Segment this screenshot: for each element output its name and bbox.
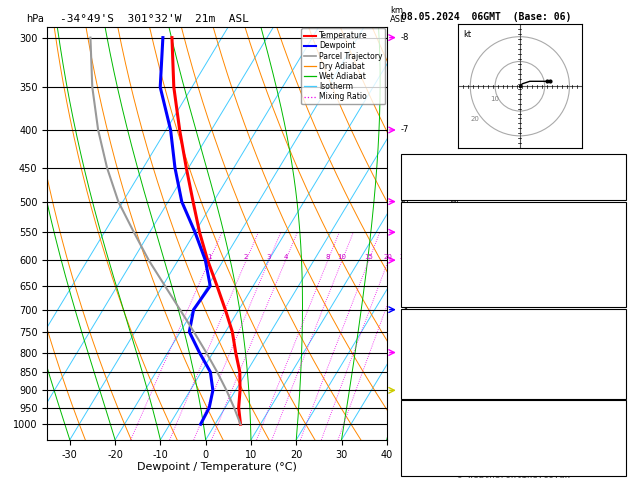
Text: -3.2: -3.2 bbox=[599, 233, 623, 243]
Text: Lifted Index: Lifted Index bbox=[406, 262, 477, 272]
Text: 0: 0 bbox=[617, 291, 623, 301]
Text: 20: 20 bbox=[384, 254, 393, 260]
Text: 2: 2 bbox=[244, 254, 248, 260]
Text: -4: -4 bbox=[401, 256, 409, 265]
Text: 0: 0 bbox=[617, 277, 623, 287]
Text: 20: 20 bbox=[471, 116, 480, 122]
Text: StmSpd (kt): StmSpd (kt) bbox=[406, 460, 471, 470]
Text: 0.4: 0.4 bbox=[605, 185, 623, 195]
Text: 0: 0 bbox=[617, 383, 623, 393]
Text: 5.6: 5.6 bbox=[605, 218, 623, 228]
Text: 27: 27 bbox=[611, 460, 623, 470]
Text: PW (cm): PW (cm) bbox=[406, 185, 447, 195]
Text: 15: 15 bbox=[364, 254, 373, 260]
Text: StmDir: StmDir bbox=[406, 446, 442, 456]
Text: CIN (J): CIN (J) bbox=[406, 291, 447, 301]
Legend: Temperature, Dewpoint, Parcel Trajectory, Dry Adiabat, Wet Adiabat, Isotherm, Mi: Temperature, Dewpoint, Parcel Trajectory… bbox=[301, 28, 386, 104]
Text: 10: 10 bbox=[338, 254, 347, 260]
Text: Dewp (°C): Dewp (°C) bbox=[406, 233, 459, 243]
Text: Temp (°C): Temp (°C) bbox=[406, 218, 459, 228]
Text: 25: 25 bbox=[611, 262, 623, 272]
Text: 84: 84 bbox=[611, 431, 623, 441]
Text: -7: -7 bbox=[401, 125, 409, 135]
Text: 0: 0 bbox=[617, 368, 623, 379]
Text: © weatheronline.co.uk: © weatheronline.co.uk bbox=[457, 471, 570, 480]
Text: 7: 7 bbox=[617, 170, 623, 180]
Text: -2: -2 bbox=[401, 348, 409, 357]
Text: Mixing Ratio (g/kg): Mixing Ratio (g/kg) bbox=[450, 193, 459, 273]
Text: Lifted Index: Lifted Index bbox=[406, 354, 477, 364]
Text: θₑ (K): θₑ (K) bbox=[406, 339, 442, 349]
Text: 25: 25 bbox=[399, 254, 408, 260]
Text: -8: -8 bbox=[401, 33, 409, 42]
Text: 32: 32 bbox=[611, 354, 623, 364]
Text: Totals Totals: Totals Totals bbox=[406, 170, 482, 180]
Text: -5: -5 bbox=[401, 228, 409, 237]
Text: 10: 10 bbox=[491, 96, 499, 102]
Text: hPa: hPa bbox=[26, 14, 44, 24]
Text: km
ASL: km ASL bbox=[390, 6, 406, 24]
Text: 08.05.2024  06GMT  (Base: 06): 08.05.2024 06GMT (Base: 06) bbox=[401, 12, 572, 22]
Text: CAPE (J): CAPE (J) bbox=[406, 368, 454, 379]
Text: 296: 296 bbox=[605, 339, 623, 349]
Text: -6: -6 bbox=[401, 197, 409, 206]
Text: 4: 4 bbox=[284, 254, 287, 260]
Text: 750: 750 bbox=[605, 325, 623, 335]
Text: -35: -35 bbox=[605, 156, 623, 166]
Text: SREH: SREH bbox=[406, 431, 430, 441]
Text: Surface: Surface bbox=[493, 204, 534, 214]
Text: 275°: 275° bbox=[599, 446, 623, 456]
Text: CAPE (J): CAPE (J) bbox=[406, 277, 454, 287]
Text: kt: kt bbox=[463, 30, 471, 39]
Text: -3: -3 bbox=[401, 305, 409, 314]
Text: 3: 3 bbox=[267, 254, 271, 260]
X-axis label: Dewpoint / Temperature (°C): Dewpoint / Temperature (°C) bbox=[137, 462, 297, 472]
Text: K: K bbox=[406, 156, 412, 166]
Text: EH: EH bbox=[406, 417, 418, 427]
Text: 285: 285 bbox=[605, 247, 623, 258]
Text: 8: 8 bbox=[326, 254, 330, 260]
Text: θₑ(K): θₑ(K) bbox=[406, 247, 436, 258]
Text: -34°49'S  301°32'W  21m  ASL: -34°49'S 301°32'W 21m ASL bbox=[60, 14, 248, 24]
Text: Pressure (mb): Pressure (mb) bbox=[406, 325, 482, 335]
Text: -LCL: -LCL bbox=[401, 383, 417, 392]
Text: CIN (J): CIN (J) bbox=[406, 383, 447, 393]
Text: Most Unstable: Most Unstable bbox=[476, 310, 552, 320]
Text: -1: -1 bbox=[401, 386, 409, 395]
Text: 33: 33 bbox=[611, 417, 623, 427]
Text: 1: 1 bbox=[208, 254, 212, 260]
Text: Hodograph: Hodograph bbox=[487, 402, 540, 412]
